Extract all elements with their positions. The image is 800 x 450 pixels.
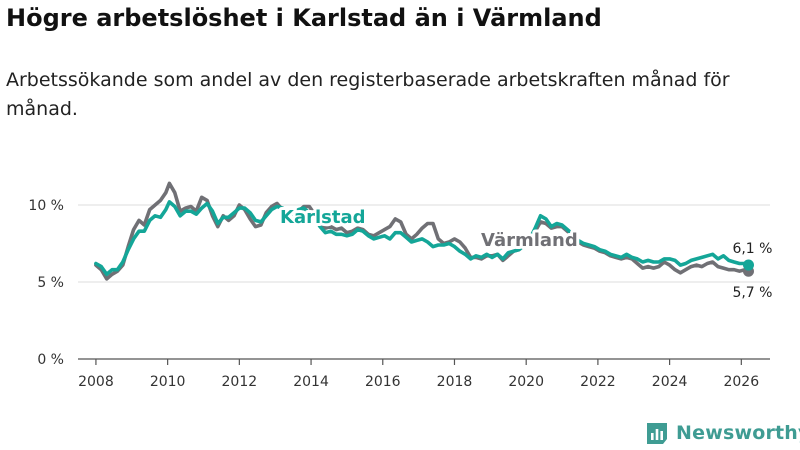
line-layer (94, 181, 754, 281)
end-label-varmland-halo: 5,7 % (732, 285, 772, 301)
chart-title: Högre arbetslöshet i Karlstad än i Värml… (6, 4, 602, 32)
x-tick-label: 2026 (723, 374, 759, 390)
chart-subtitle: Arbetssökande som andel av den registerb… (6, 69, 730, 120)
series-label-varmland: Värmland (481, 230, 578, 251)
end-label-karlstad-halo: 6,1 % (732, 241, 772, 257)
x-tick-label: 2010 (150, 374, 186, 390)
y-tick-label: 10 % (28, 198, 64, 214)
series-label-karlstad-halo: Karlstad (280, 207, 366, 228)
series-line-karlstad (94, 200, 751, 277)
x-tick-label: 2024 (652, 374, 688, 390)
series-label-karlstad: Karlstad (280, 207, 366, 228)
x-tick-label: 2022 (580, 374, 616, 390)
x-tick-label: 2008 (78, 374, 114, 390)
end-label-karlstad: 6,1 % (732, 241, 772, 257)
axis-layer: 0 % 5 % 10 % 2008 2010 2012 2014 2016 2018 2020 20… (28, 198, 770, 390)
end-point-karlstad (742, 259, 754, 271)
brand-logo: Newsworthy (644, 420, 800, 446)
brand-name: Newsworthy (676, 422, 800, 444)
x-tick-label: 2016 (365, 374, 401, 390)
series-line-varmland (94, 181, 751, 281)
x-tick-label: 2018 (437, 374, 473, 390)
x-tick-label: 2014 (293, 374, 329, 390)
end-label-varmland: 5,7 % (732, 285, 772, 301)
newsworthy-logo-icon (647, 423, 667, 444)
x-tick-label: 2020 (508, 374, 544, 390)
x-tick-label: 2012 (222, 374, 258, 390)
y-tick-label: 5 % (37, 275, 64, 291)
y-tick-label: 0 % (37, 352, 64, 368)
series-label-varmland-halo: Värmland (481, 230, 578, 251)
